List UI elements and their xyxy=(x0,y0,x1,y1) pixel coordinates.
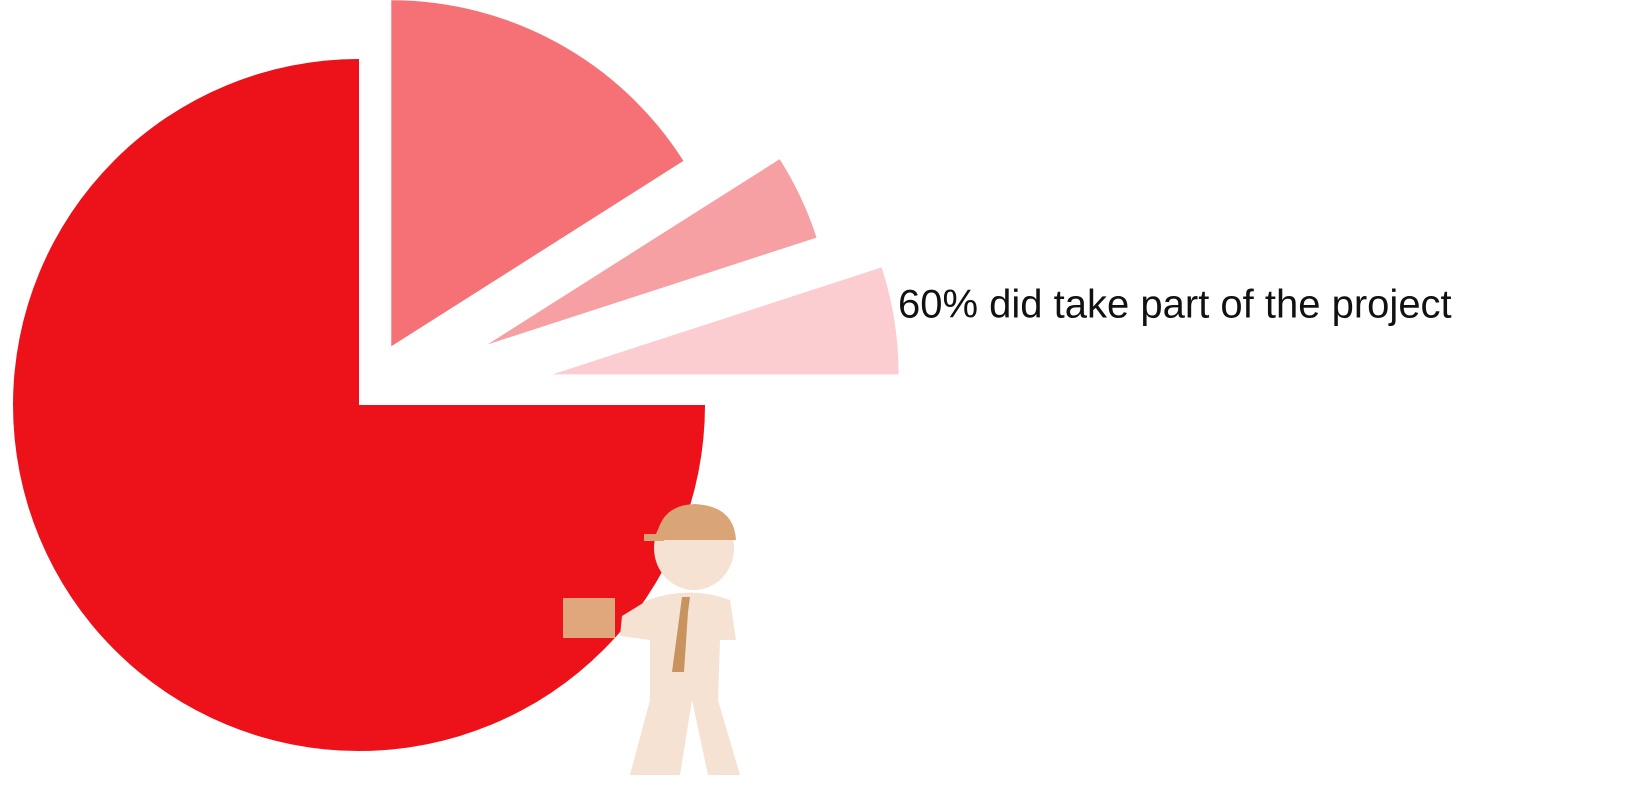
figure-cap xyxy=(656,504,736,540)
figure-illustration xyxy=(563,504,740,775)
annotation: 60% did take part of the project xyxy=(898,283,1452,327)
pie xyxy=(13,0,899,751)
pie-slice xyxy=(487,159,817,345)
pie-slice xyxy=(13,59,705,751)
figure-card xyxy=(563,598,615,638)
figure-tie xyxy=(672,597,690,672)
figure-body xyxy=(620,592,740,775)
pie-slice xyxy=(552,267,899,375)
pie-slice xyxy=(391,0,684,347)
figure-cap-brim xyxy=(644,534,664,541)
